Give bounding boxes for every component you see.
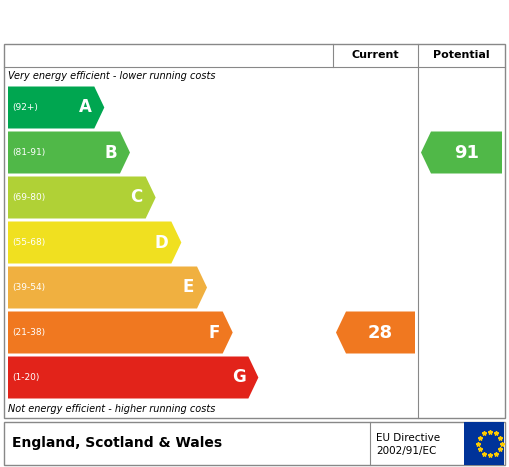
Text: (1-20): (1-20) xyxy=(12,373,39,382)
Polygon shape xyxy=(8,132,130,174)
Text: C: C xyxy=(130,189,143,206)
Text: Very energy efficient - lower running costs: Very energy efficient - lower running co… xyxy=(8,71,215,81)
Text: Current: Current xyxy=(352,50,400,59)
Text: A: A xyxy=(78,99,91,116)
Text: 91: 91 xyxy=(454,143,479,162)
Text: Energy Efficiency Rating: Energy Efficiency Rating xyxy=(10,11,298,31)
Polygon shape xyxy=(8,311,233,354)
Text: E: E xyxy=(183,278,194,297)
Text: (92+): (92+) xyxy=(12,103,38,112)
Text: F: F xyxy=(208,324,220,341)
Polygon shape xyxy=(8,177,156,219)
Bar xyxy=(464,422,504,465)
Text: Potential: Potential xyxy=(433,50,490,59)
Text: Not energy efficient - higher running costs: Not energy efficient - higher running co… xyxy=(8,404,215,414)
Text: (55-68): (55-68) xyxy=(12,238,45,247)
Polygon shape xyxy=(336,311,415,354)
Text: (39-54): (39-54) xyxy=(12,283,45,292)
Text: England, Scotland & Wales: England, Scotland & Wales xyxy=(12,437,222,451)
Text: 28: 28 xyxy=(368,324,393,341)
Text: EU Directive: EU Directive xyxy=(376,433,440,443)
Text: B: B xyxy=(104,143,117,162)
Text: D: D xyxy=(155,234,168,252)
Text: G: G xyxy=(232,368,245,387)
Polygon shape xyxy=(8,267,207,309)
Polygon shape xyxy=(8,356,259,398)
Polygon shape xyxy=(8,86,104,128)
Text: (81-91): (81-91) xyxy=(12,148,45,157)
Polygon shape xyxy=(8,221,181,263)
Text: 2002/91/EC: 2002/91/EC xyxy=(376,446,436,455)
Text: (69-80): (69-80) xyxy=(12,193,45,202)
Polygon shape xyxy=(421,132,502,174)
Text: (21-38): (21-38) xyxy=(12,328,45,337)
